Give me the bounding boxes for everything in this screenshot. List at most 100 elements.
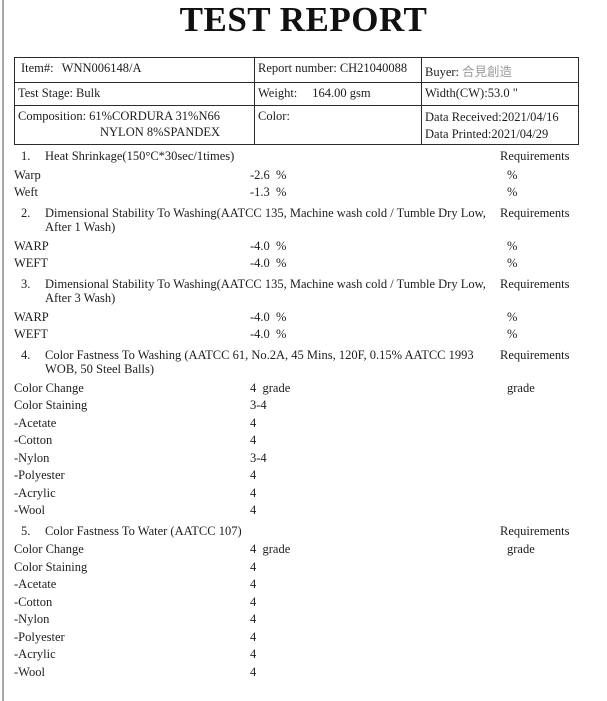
item-label: Item#: (21, 61, 54, 75)
result-row: -Nylon 4 (14, 611, 594, 629)
section-heat-shrinkage: 1. Heat Shrinkage(150°C*30sec/1times) Re… (14, 149, 594, 202)
result-row: -Polyester 4 (14, 629, 594, 647)
result-requirement: % (507, 256, 518, 270)
result-row: Warp -2.6 % % (14, 167, 594, 185)
result-value: 4 (250, 594, 257, 609)
result-label: WARP (14, 309, 49, 324)
report-number-cell: Report number: CH21040088 (254, 57, 422, 83)
section-rows: Warp -2.6 % % Weft -1.3 % % (14, 167, 594, 202)
requirements-label: Requirements (500, 205, 570, 220)
composition-cell: Composition: 61%CORDURA 31%N66 NYLON 8%SP… (14, 105, 255, 145)
result-row: Weft -1.3 % % (14, 184, 594, 202)
result-row: WARP -4.0 % % (14, 309, 594, 327)
composition-label: Composition: (18, 109, 87, 123)
section-title: Color Fastness To Washing (AATCC 61, No.… (45, 347, 474, 377)
section-number: 4. (21, 347, 31, 362)
result-value: 3-4 (250, 450, 267, 465)
result-label: Weft (14, 185, 38, 199)
result-label: -Wool (14, 503, 45, 517)
result-value: -2.6 % (250, 167, 287, 182)
dates-cell: Data Received:2021/04/16 Data Printed:20… (421, 105, 579, 145)
date-received-label: Data Received: (425, 110, 502, 124)
section-title: Dimensional Stability To Washing(AATCC 1… (45, 205, 486, 235)
page-title: TEST REPORT (179, 0, 428, 39)
section-rows: WARP -4.0 % % WEFT -4.0 % % (14, 238, 594, 273)
result-requirement: % (507, 309, 518, 324)
item-cell: Item#: WNN006148/A (14, 57, 255, 83)
result-value: 4 (250, 577, 257, 591)
result-row: WARP -4.0 % % (14, 238, 594, 256)
section-title: Heat Shrinkage(150°C*30sec/1times) (45, 149, 235, 163)
section-rows: Color Change 4 grade grade Color Stainin… (14, 380, 594, 520)
report-number-value: CH21040088 (339, 61, 408, 75)
date-received-line: Data Received:2021/04/16 (425, 109, 575, 126)
date-printed-label: Data Printed: (425, 126, 492, 141)
date-printed-line: Data Printed:2021/04/29 (425, 126, 575, 143)
result-label: WARP (14, 238, 49, 253)
requirements-label: Requirements (500, 149, 570, 163)
report-number-label: Report number: (258, 61, 337, 75)
result-label: WEFT (14, 256, 49, 270)
result-row: -Polyester 4 (14, 467, 594, 485)
result-value: 3-4 (250, 398, 267, 412)
result-value: 4 grade (250, 542, 291, 556)
section-number: 5. (21, 523, 31, 538)
section-title: Dimensional Stability To Washing(AATCC 1… (45, 276, 486, 306)
result-label: WEFT (14, 327, 49, 341)
result-label: -Nylon (14, 612, 50, 626)
result-requirement: % (507, 185, 518, 199)
result-label: Color Staining (14, 559, 88, 574)
buyer-cell: Buyer: 合見創造 (421, 57, 579, 83)
result-row: WEFT -4.0 % % (14, 255, 594, 273)
requirements-label: Requirements (500, 523, 570, 538)
width-cell: Width(CW):53.0 " (421, 82, 579, 106)
result-row: -Cotton 4 (14, 594, 594, 612)
section-number: 1. (21, 149, 31, 163)
result-row: -Wool 4 (14, 502, 594, 520)
result-value: 4 (250, 485, 257, 500)
section-color-fastness-washing: 4. Color Fastness To Washing (AATCC 61, … (14, 348, 594, 520)
result-requirement: % (507, 327, 518, 341)
result-label: -Acrylic (14, 647, 56, 661)
result-label: -Acetate (14, 577, 57, 591)
test-stage-cell: Test Stage: Bulk (14, 82, 255, 106)
result-requirement: grade (507, 542, 535, 556)
section-heading: 2. Dimensional Stability To Washing(AATC… (14, 206, 594, 235)
result-value: -4.0 % (250, 327, 287, 341)
result-row: -Wool 4 (14, 664, 594, 682)
result-value: 4 (250, 664, 257, 679)
result-label: -Wool (14, 664, 45, 679)
requirements-label: Requirements (500, 347, 570, 362)
result-row: -Acetate 4 (14, 576, 594, 594)
section-number: 3. (21, 276, 31, 291)
result-value: 4 (250, 647, 257, 661)
weight-label: Weight: (258, 86, 298, 100)
color-label: Color: (258, 109, 290, 123)
section-color-fastness-water: 5. Color Fastness To Water (AATCC 107) R… (14, 524, 594, 682)
result-value: 4 (250, 468, 257, 482)
result-requirement: % (507, 167, 518, 182)
result-value: -1.3 % (250, 185, 287, 199)
result-value: 4 (250, 612, 257, 626)
width-label: Width(CW): (425, 86, 488, 100)
test-sections: 1. Heat Shrinkage(150°C*30sec/1times) Re… (14, 149, 594, 681)
result-label: -Nylon (14, 450, 50, 465)
section-heading: 1. Heat Shrinkage(150°C*30sec/1times) Re… (14, 149, 594, 164)
result-label: -Cotton (14, 433, 53, 447)
result-label: -Polyester (14, 629, 65, 644)
result-requirement: grade (507, 380, 535, 395)
width-value: 53.0 " (487, 86, 518, 100)
result-label: Color Change (14, 380, 84, 395)
section-rows: WARP -4.0 % % WEFT -4.0 % % (14, 309, 594, 344)
color-cell: Color: (254, 105, 422, 145)
result-label: Color Change (14, 542, 84, 556)
page-edge-line (2, 0, 4, 701)
requirements-label: Requirements (500, 276, 570, 291)
section-title: Color Fastness To Water (AATCC 107) (45, 523, 242, 538)
info-table: Item#: WNN006148/A Report number: CH210400… (14, 57, 579, 145)
info-row-2: Test Stage: Bulk Weight: 164.00 gsm Width(… (14, 82, 579, 106)
item-value: WNN006148/A (61, 61, 142, 75)
result-value: -4.0 % (250, 256, 287, 270)
section-rows: Color Change 4 grade grade Color Stainin… (14, 541, 594, 681)
